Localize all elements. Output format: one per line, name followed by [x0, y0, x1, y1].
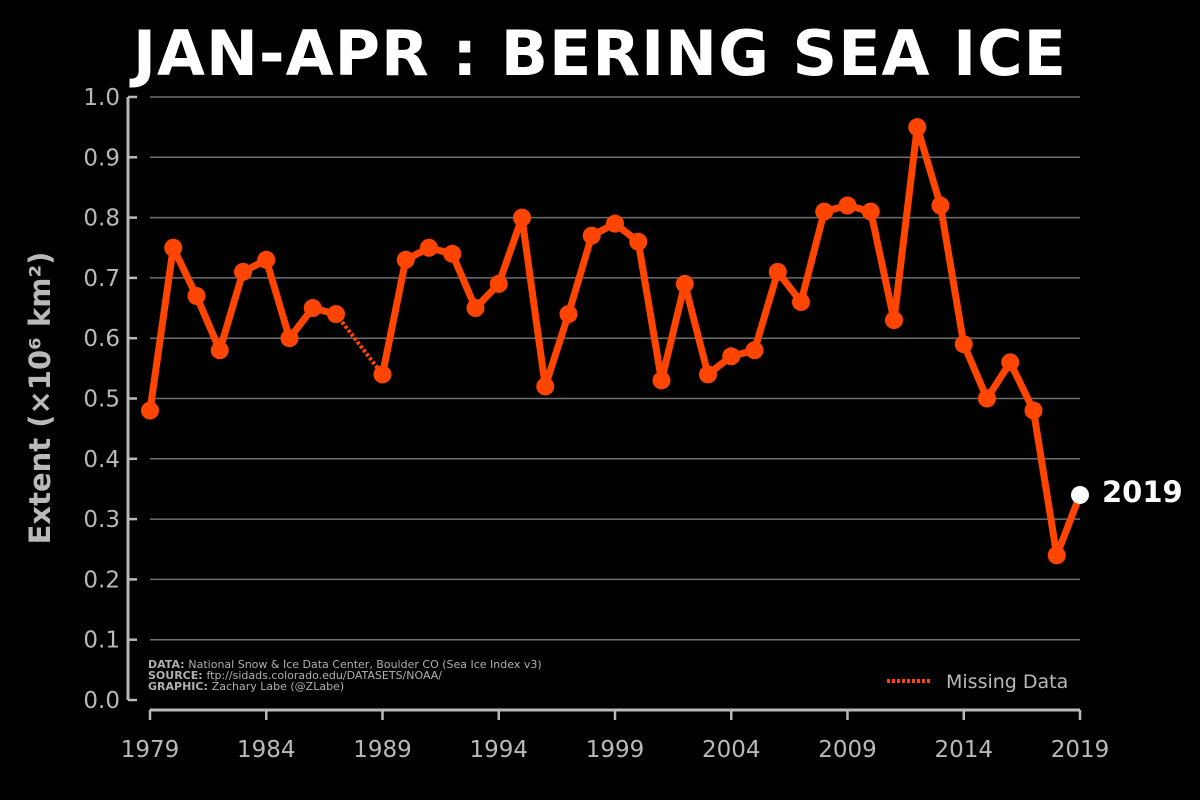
credit-value: Zachary Labe (@ZLabe)	[212, 680, 344, 693]
x-tick-label: 1989	[353, 737, 412, 763]
callout-2019-label: 2019	[1102, 475, 1183, 509]
data-point	[327, 305, 345, 324]
credit-value: ftp://sidads.colorado.edu/DATASETS/NOAA/	[207, 669, 443, 682]
data-point	[513, 208, 531, 227]
credit-line: SOURCE: ftp://sidads.colorado.edu/DATASE…	[148, 669, 442, 682]
y-tick-label: 0.0	[83, 688, 120, 714]
credit-line: GRAPHIC: Zachary Labe (@ZLabe)	[148, 680, 344, 693]
credits: DATA: National Snow & Ice Data Center, B…	[148, 658, 542, 693]
data-point	[396, 250, 415, 269]
data-point	[954, 335, 973, 354]
credit-key: DATA:	[148, 658, 188, 671]
data-point	[187, 286, 206, 305]
data-point	[838, 196, 857, 215]
data-point	[745, 341, 764, 360]
x-tick-label: 2009	[818, 737, 877, 763]
y-tick-label: 1.0	[83, 85, 120, 111]
x-tick-label: 1984	[237, 737, 296, 763]
data-point	[699, 365, 717, 384]
data-point	[536, 377, 555, 396]
data-point	[164, 238, 183, 257]
y-tick-label: 0.2	[83, 567, 120, 593]
y-axis-label: Extent (×10⁶ km²)	[23, 252, 57, 545]
x-tick-label: 2014	[934, 737, 993, 763]
y-tick-label: 0.1	[83, 628, 120, 654]
grid-lines	[150, 96, 1080, 641]
y-tick-label: 0.3	[83, 507, 120, 533]
chart-title: JAN-APR : BERING SEA ICE	[132, 17, 1068, 90]
data-point	[280, 329, 299, 348]
x-tick-label: 2019	[1051, 737, 1110, 763]
data-point	[582, 226, 601, 245]
data-point	[606, 214, 624, 233]
series-layer	[141, 118, 1089, 565]
y-tick-label: 0.6	[83, 326, 120, 352]
data-point	[1024, 401, 1043, 420]
credit-key: SOURCE:	[148, 669, 207, 682]
data-point	[815, 202, 834, 221]
y-tick-label: 0.9	[83, 145, 120, 171]
data-point	[885, 311, 903, 330]
legend-missing-data-label: Missing Data	[946, 671, 1068, 693]
data-point	[141, 401, 159, 420]
y-tick-label: 0.5	[83, 387, 120, 413]
data-point	[722, 347, 741, 366]
data-point	[931, 196, 950, 215]
data-point	[1047, 546, 1066, 565]
data-point	[559, 305, 578, 324]
data-point	[978, 389, 996, 408]
data-point	[303, 299, 322, 318]
missing-data-line	[334, 312, 385, 376]
data-point	[443, 244, 462, 263]
credit-line: DATA: National Snow & Ice Data Center, B…	[148, 658, 542, 671]
legend: Missing Data	[887, 671, 1068, 693]
data-point	[652, 371, 671, 390]
data-point	[210, 341, 229, 360]
highlight-point-2019	[1071, 485, 1089, 504]
x-tick-label: 1994	[469, 737, 528, 763]
data-point	[861, 202, 880, 221]
data-point	[629, 232, 648, 251]
x-tick-label: 1979	[121, 737, 180, 763]
y-tick-label: 0.4	[83, 447, 120, 473]
y-tick-label: 0.8	[83, 206, 120, 232]
credit-value: National Snow & Ice Data Center, Boulder…	[188, 658, 541, 671]
series-line	[379, 123, 1084, 559]
x-tick-label: 2004	[702, 737, 761, 763]
tick-labels: 0.0 0.1 0.2 0.3 0.4 0.5 0.6 0.7 0.8 0.9 1.0 1979 198…	[83, 85, 1109, 763]
data-point	[1001, 353, 1020, 372]
axes	[126, 95, 1082, 720]
data-point	[489, 274, 508, 293]
data-point	[768, 262, 787, 281]
data-point	[908, 118, 927, 137]
data-point	[373, 365, 392, 384]
y-tick-label: 0.7	[83, 266, 120, 292]
data-point	[234, 262, 252, 281]
data-point	[420, 238, 438, 257]
credit-key: GRAPHIC:	[148, 680, 212, 693]
data-point	[257, 250, 276, 269]
data-point	[466, 299, 485, 318]
data-point	[675, 274, 694, 293]
data-point	[792, 293, 810, 312]
x-tick-label: 1999	[586, 737, 645, 763]
